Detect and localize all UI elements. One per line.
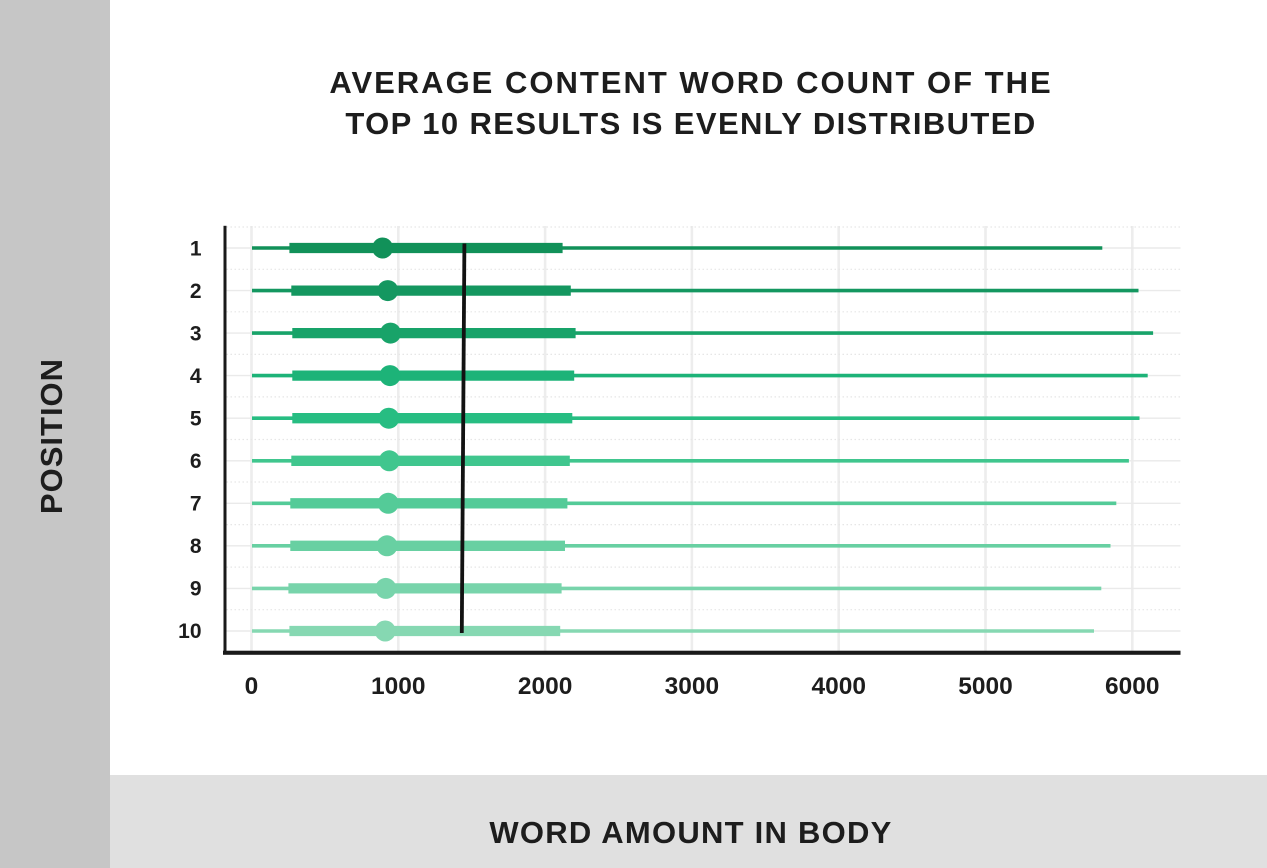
svg-text:2000: 2000 [518, 673, 573, 700]
svg-text:8: 8 [190, 535, 202, 558]
svg-text:1000: 1000 [371, 673, 426, 700]
svg-text:6: 6 [190, 450, 202, 473]
svg-text:6000: 6000 [1105, 673, 1160, 700]
svg-text:4000: 4000 [811, 673, 866, 700]
svg-text:7: 7 [190, 493, 202, 516]
svg-text:0: 0 [245, 673, 259, 700]
svg-text:10: 10 [178, 620, 201, 643]
svg-text:1: 1 [190, 237, 202, 260]
svg-text:5000: 5000 [958, 673, 1013, 700]
svg-text:5: 5 [190, 408, 202, 431]
svg-text:3000: 3000 [665, 673, 720, 700]
svg-text:2: 2 [190, 280, 202, 303]
svg-text:9: 9 [190, 578, 202, 601]
svg-text:3: 3 [190, 322, 202, 345]
svg-text:4: 4 [190, 365, 202, 388]
